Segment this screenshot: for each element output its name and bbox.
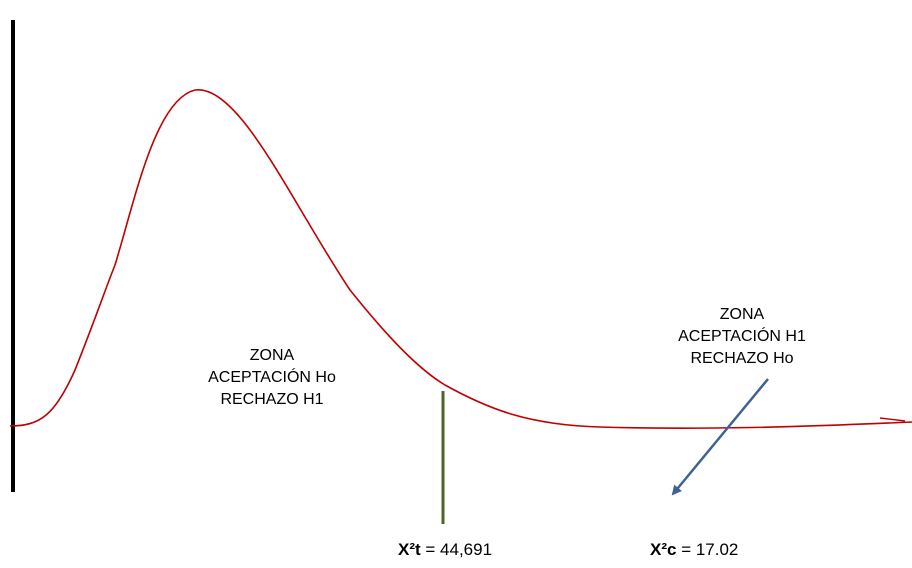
zone-h1-line-2: ACEPTACIÓN H1 [678,328,806,345]
calculated-separator: = [676,540,696,559]
tabulated-separator: = [420,540,441,559]
zone-h1-line-1: ZONA [719,306,765,323]
curve-tail-mark [879,417,906,422]
tabulated-symbol: X²t [398,540,421,559]
calculated-value-arrow [671,378,769,496]
zone-h1-line-3: RECHAZO Ho [690,350,794,367]
zone-ho-line-2: ACEPTACIÓN Ho [208,369,336,386]
zone-acceptance-h1-label: ZONA ACEPTACIÓN H1 RECHAZO Ho [652,304,832,370]
calculated-symbol: X²c [650,540,677,559]
calculated-statistic-label: X²c = 17.02 [650,540,738,560]
zone-ho-line-1: ZONA [249,347,295,364]
distribution-curve [9,89,912,429]
zone-acceptance-ho-label: ZONA ACEPTACIÓN Ho RECHAZO H1 [182,345,362,411]
tabulated-statistic-label: X²t = 44,691 [398,540,492,560]
calculated-value: 17.02 [695,540,739,559]
zone-ho-line-3: RECHAZO H1 [220,391,324,408]
tabulated-value: 44,691 [440,540,493,559]
